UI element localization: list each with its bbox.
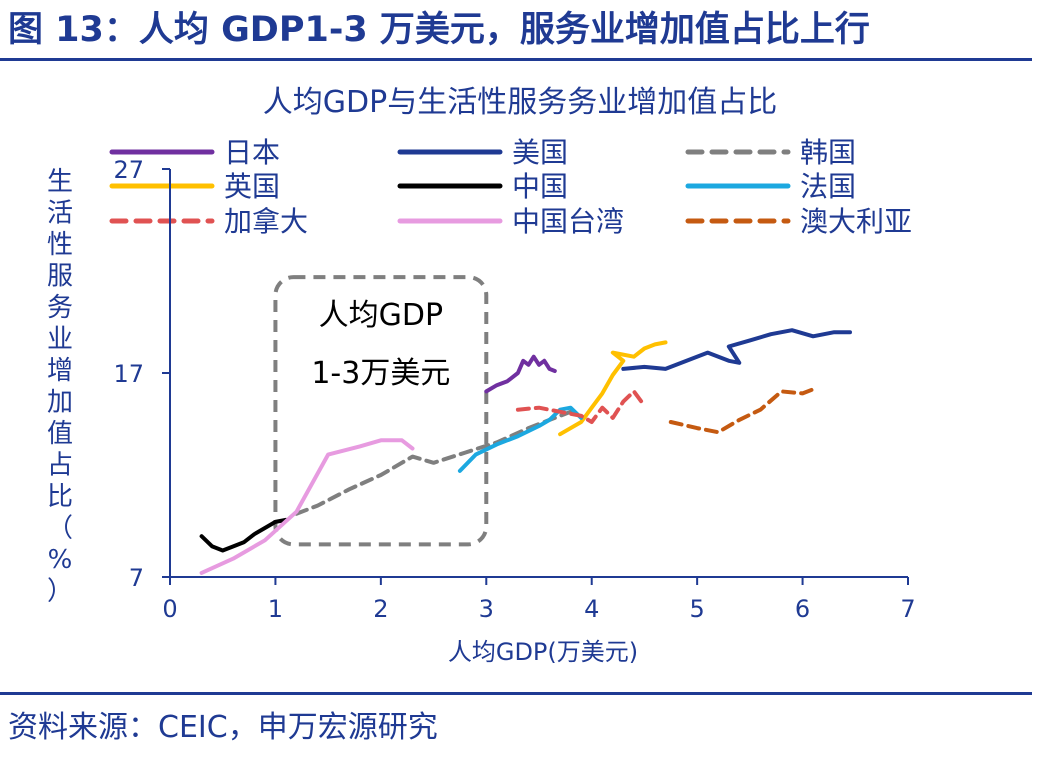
legend-label: 韩国 <box>800 136 856 169</box>
y-tick-label: 17 <box>113 360 144 388</box>
legend-label: 美国 <box>512 136 568 169</box>
annotation-text: 人均GDP <box>319 298 443 333</box>
legend-label: 日本 <box>224 136 280 169</box>
y-axis-label-char: 增 <box>47 356 73 386</box>
x-tick-label: 2 <box>373 595 388 623</box>
series-line-日本 <box>484 354 557 394</box>
bottom-rule <box>0 692 1032 695</box>
x-axis-label: 人均GDP(万美元) <box>448 638 638 666</box>
x-tick-label: 6 <box>795 595 810 623</box>
series-layer <box>199 328 852 575</box>
y-tick-label: 7 <box>129 564 144 592</box>
y-axis-label-char: 务 <box>47 293 73 323</box>
x-tick-label: 4 <box>584 595 599 623</box>
legend-label: 澳大利亚 <box>800 205 912 238</box>
y-axis-label-char: 性 <box>47 230 73 260</box>
series-line-中国台湾 <box>199 438 415 575</box>
legend-label: 中国 <box>512 170 568 203</box>
y-axis-label-char: ） <box>47 577 73 607</box>
y-axis-label-char: 生 <box>47 167 73 197</box>
legend-label: 法国 <box>800 170 856 203</box>
x-tick-label: 1 <box>268 595 283 623</box>
series-line-加拿大 <box>515 389 647 424</box>
y-axis-label-char: （ <box>47 514 73 544</box>
series-line-法国 <box>457 405 584 473</box>
figure-title: 图 13：人均 GDP1-3 万美元，服务业增加值占比上行 <box>8 10 870 50</box>
y-axis-label-char: 服 <box>47 262 73 292</box>
y-axis-label-char: 活 <box>47 199 73 229</box>
series-line-美国 <box>621 328 852 371</box>
annotation-text: 1-3万美元 <box>311 356 450 391</box>
series-line-澳大利亚 <box>668 387 816 435</box>
y-axis-label-char: % <box>48 545 73 575</box>
series-line-英国 <box>558 340 668 437</box>
series-line-中国 <box>199 517 288 553</box>
x-tick-label: 3 <box>479 595 494 623</box>
y-axis-label-char: 业 <box>47 325 73 355</box>
annotation-rect <box>273 275 489 547</box>
y-axis-label-char: 占 <box>47 451 73 481</box>
y-axis-label-char: 比 <box>47 482 73 512</box>
x-tick-label: 0 <box>162 595 177 623</box>
legend-label: 中国台湾 <box>512 205 624 238</box>
x-tick-label: 7 <box>900 595 915 623</box>
top-rule <box>0 58 1032 61</box>
chart-title: 人均GDP与生活性服务务业增加值占比 <box>263 85 777 120</box>
legend-label: 加拿大 <box>224 205 308 238</box>
axes: 0 1 2 3 4 5 6 7 7 17 27 <box>113 156 915 623</box>
y-axis-label-char: 值 <box>47 419 73 449</box>
series-line-韩国 <box>294 409 573 516</box>
annotation-box: 人均GDP 1-3万美元 <box>273 275 489 547</box>
y-tick-label: 27 <box>113 156 144 184</box>
legend-label: 英国 <box>224 170 280 203</box>
source-note: 资料来源：CEIC，申万宏源研究 <box>8 710 438 745</box>
x-tick-label: 5 <box>690 595 705 623</box>
y-axis-label-char: 加 <box>47 388 73 418</box>
